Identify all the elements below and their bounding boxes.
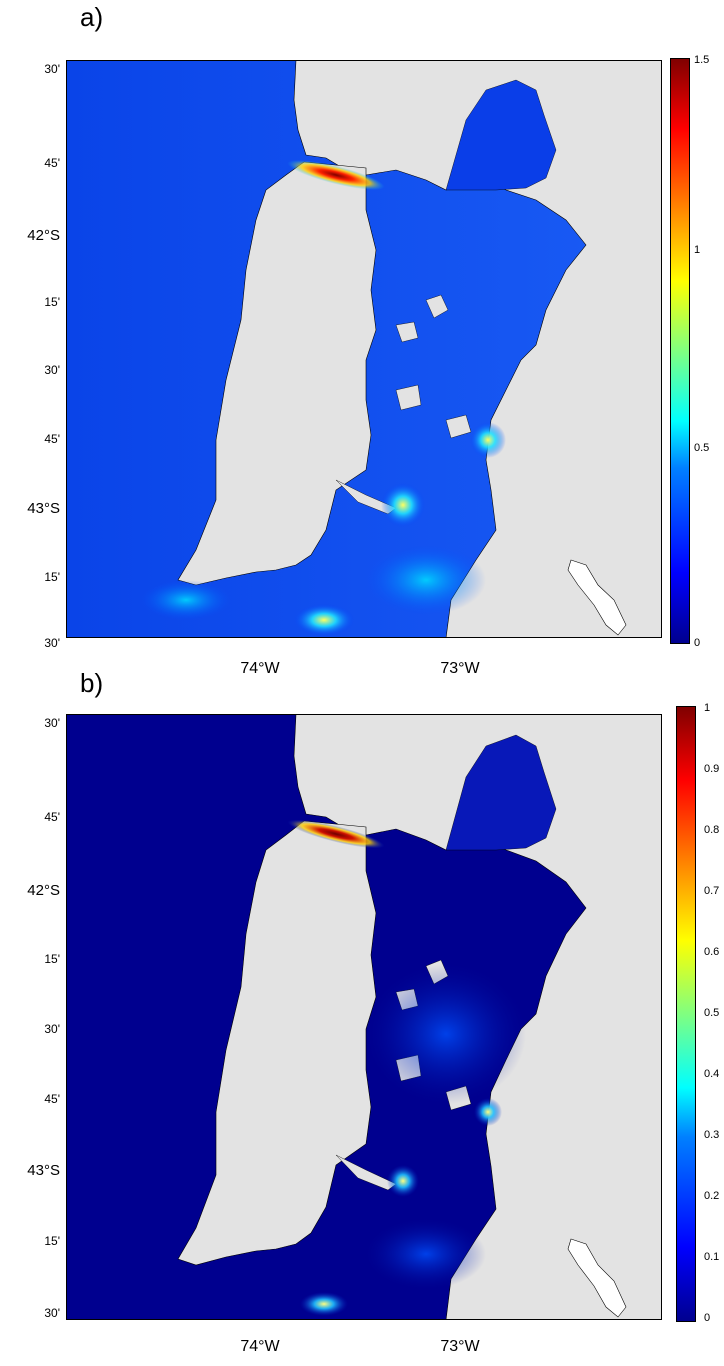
lat-tick: 42°S — [27, 882, 60, 899]
colorbar-tick: 1 — [704, 702, 711, 714]
lat-tick: 15' — [44, 295, 60, 309]
colorbar-tick: 0.5 — [694, 442, 710, 454]
colorbar-tick: 0 — [694, 637, 701, 649]
map-a — [66, 60, 662, 638]
lon-tick: 73°W — [440, 1338, 480, 1355]
lat-tick: 30' — [44, 636, 60, 650]
lat-tick: 30' — [44, 716, 60, 730]
colorbar-tick: 0.8 — [704, 824, 720, 836]
lon-tick: 74°W — [240, 1338, 280, 1355]
colorbar-tick: 0.7 — [704, 885, 720, 897]
colorbar-tick: 0.6 — [704, 946, 720, 958]
lat-tick: 30' — [44, 363, 60, 377]
colorbar — [676, 706, 696, 1322]
lat-tick: 15' — [44, 952, 60, 966]
map-b — [66, 714, 662, 1320]
lat-tick: 45' — [44, 156, 60, 170]
colorbar — [670, 58, 690, 644]
lon-tick: 74°W — [240, 660, 280, 677]
lat-tick: 15' — [44, 570, 60, 584]
panel-label: a) — [80, 2, 104, 32]
colorbar-tick: 0 — [704, 1312, 711, 1324]
lat-tick: 45' — [44, 810, 60, 824]
lon-tick: 73°W — [440, 660, 480, 677]
lat-tick: 43°S — [27, 1162, 60, 1179]
lat-tick: 30' — [44, 62, 60, 76]
colorbar-tick: 0.3 — [704, 1129, 720, 1141]
colorbar-tick: 1 — [694, 244, 701, 256]
colorbar-tick: 0.2 — [704, 1190, 720, 1202]
colorbar-tick: 0.1 — [704, 1251, 720, 1263]
colorbar-tick: 1.5 — [694, 54, 710, 66]
panel-label: b) — [80, 668, 104, 698]
lat-tick: 43°S — [27, 500, 60, 517]
lat-tick: 30' — [44, 1022, 60, 1036]
colorbar-tick: 0.9 — [704, 763, 720, 775]
lat-tick: 30' — [44, 1306, 60, 1320]
lat-tick: 15' — [44, 1234, 60, 1248]
lat-tick: 42°S — [27, 227, 60, 244]
lat-tick: 45' — [44, 1092, 60, 1106]
colorbar-tick: 0.5 — [704, 1007, 720, 1019]
lat-tick: 45' — [44, 432, 60, 446]
colorbar-tick: 0.4 — [704, 1068, 720, 1080]
